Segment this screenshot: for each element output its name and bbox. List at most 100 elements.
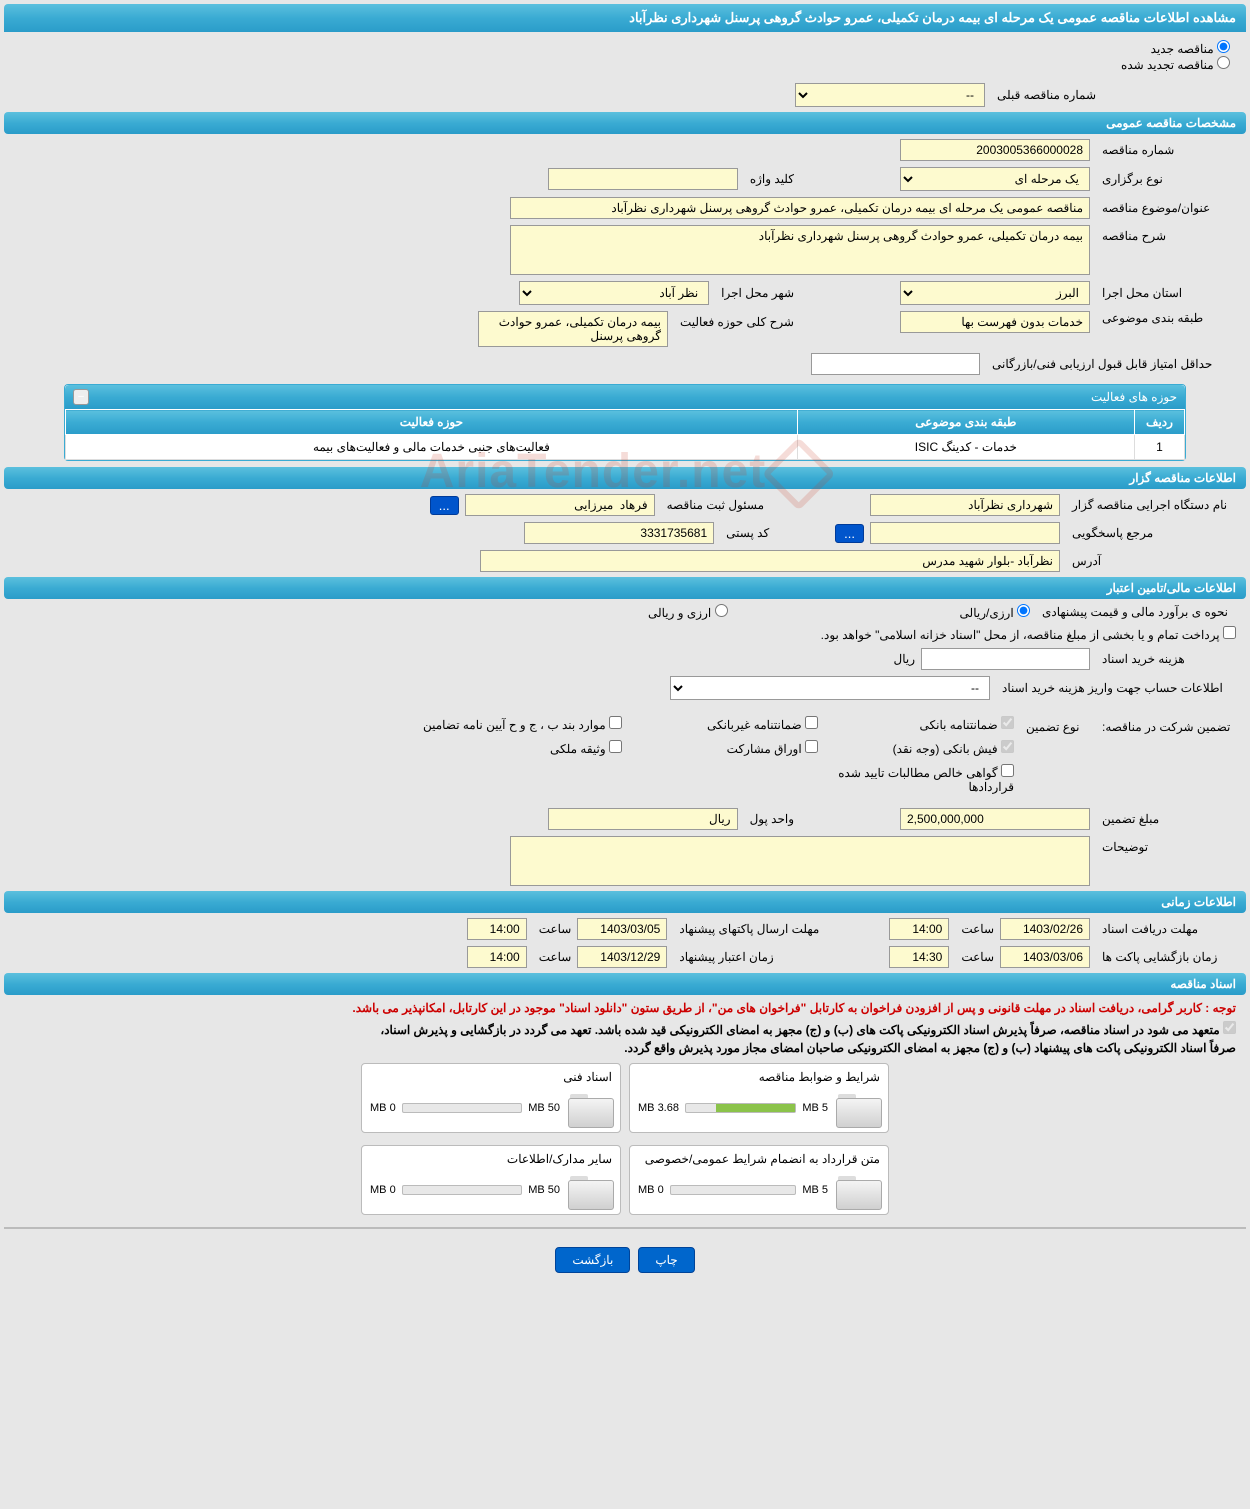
send-date-input[interactable] bbox=[577, 918, 667, 940]
radio-renewed-label: مناقصه تجدید شده bbox=[1121, 58, 1214, 72]
back-button[interactable]: بازگشت bbox=[555, 1247, 630, 1273]
radio-new-tender[interactable]: مناقصه جدید bbox=[1151, 42, 1230, 56]
notice2: صرفاً اسناد الکترونیکی پاکت های پیشنهاد … bbox=[4, 1039, 1246, 1057]
city-select[interactable]: نظر آباد bbox=[519, 281, 709, 305]
min-score-label: حداقل امتیاز قابل قبول ارزیابی فنی/بازرگ… bbox=[986, 357, 1236, 371]
currency-input[interactable] bbox=[548, 808, 738, 830]
table-row: 1 خدمات - کدینگ ISIC فعالیت‌های جنبی خدم… bbox=[66, 435, 1185, 460]
address-input[interactable] bbox=[480, 550, 1060, 572]
guarantee-label: تضمین شرکت در مناقصه: bbox=[1096, 716, 1236, 734]
prev-tender-select[interactable]: -- bbox=[795, 83, 985, 107]
chk-regulation[interactable]: موارد بند ب ، ج و ح آیین نامه تضامین bbox=[412, 716, 622, 732]
cell-class: خدمات - کدینگ ISIC bbox=[797, 435, 1134, 460]
folder-icon[interactable] bbox=[836, 1172, 880, 1208]
contact-input[interactable] bbox=[870, 522, 1060, 544]
activity-desc-textarea[interactable]: بیمه درمان تکمیلی، عمرو حوادث گروهی پرسن… bbox=[478, 311, 668, 347]
notes-textarea[interactable] bbox=[510, 836, 1090, 886]
desc-label: شرح مناقصه bbox=[1096, 225, 1236, 243]
doc-used: 0 MB bbox=[370, 1184, 396, 1196]
doc-title: متن قرارداد به انضمام شرایط عمومی/خصوصی bbox=[638, 1152, 880, 1166]
receive-date-input[interactable] bbox=[1000, 918, 1090, 940]
doc-total: 50 MB bbox=[528, 1184, 560, 1196]
print-button[interactable]: چاپ bbox=[638, 1247, 694, 1273]
col-row: ردیف bbox=[1135, 410, 1185, 435]
chk-bank-guarantee[interactable]: ضمانتنامه بانکی bbox=[824, 716, 1014, 732]
chk-nonbank-guarantee[interactable]: ضمانتنامه غیربانکی bbox=[628, 716, 818, 732]
doc-total: 50 MB bbox=[528, 1102, 560, 1114]
open-label: زمان بازگشایی پاکت ها bbox=[1096, 950, 1236, 964]
account-label: اطلاعات حساب جهت واریز هزینه خرید اسناد bbox=[996, 681, 1236, 695]
prev-tender-label: شماره مناقصه قبلی bbox=[991, 88, 1096, 102]
subject-class-label: طبقه بندی موضوعی bbox=[1096, 311, 1236, 325]
send-label: مهلت ارسال پاکتهای پیشنهاد bbox=[673, 922, 823, 936]
reg-official-more-button[interactable]: ... bbox=[430, 496, 459, 515]
guarantee-amount-label: مبلغ تضمین bbox=[1096, 812, 1236, 826]
province-select[interactable]: البرز bbox=[900, 281, 1090, 305]
receive-time-input[interactable] bbox=[889, 918, 949, 940]
guarantee-amount-input[interactable] bbox=[900, 808, 1090, 830]
open-time-input[interactable] bbox=[889, 946, 949, 968]
progress-bar bbox=[402, 1103, 523, 1113]
doc-total: 5 MB bbox=[802, 1102, 828, 1114]
validity-label: زمان اعتبار پیشنهاد bbox=[673, 950, 823, 964]
chk-participation-bonds[interactable]: اوراق مشارکت bbox=[628, 740, 818, 756]
title-input[interactable] bbox=[510, 197, 1090, 219]
folder-icon[interactable] bbox=[836, 1090, 880, 1126]
radio-renewed-tender[interactable]: مناقصه تجدید شده bbox=[1121, 58, 1230, 72]
doc-card: متن قرارداد به انضمام شرایط عمومی/خصوصی … bbox=[629, 1145, 889, 1215]
section-general-header: مشخصات مناقصه عمومی bbox=[4, 112, 1246, 134]
type-select[interactable]: یک مرحله ای bbox=[900, 167, 1090, 191]
activity-panel-title: حوزه های فعالیت bbox=[1091, 390, 1177, 404]
chk-property[interactable]: وثیقه ملکی bbox=[412, 740, 622, 756]
doc-used: 0 MB bbox=[638, 1184, 664, 1196]
doc-card: اسناد فنی 50 MB 0 MB bbox=[361, 1063, 621, 1133]
subject-class-input[interactable] bbox=[900, 311, 1090, 333]
commitment-checkbox bbox=[1223, 1021, 1236, 1034]
section-organizer-header: اطلاعات مناقصه گزار bbox=[4, 467, 1246, 489]
cell-field: فعالیت‌های جنبی خدمات مالی و فعالیت‌های … bbox=[66, 435, 798, 460]
collapse-icon[interactable]: – bbox=[73, 389, 89, 405]
doc-title: شرایط و ضوابط مناقصه bbox=[638, 1070, 880, 1084]
rial-unit: ریال bbox=[893, 652, 915, 666]
treasury-checkbox[interactable]: پرداخت تمام و یا بخشی از مبلغ مناقصه، از… bbox=[821, 626, 1236, 642]
page-title: مشاهده اطلاعات مناقصه عمومی یک مرحله ای … bbox=[4, 4, 1246, 32]
time-label-3: ساعت bbox=[955, 950, 994, 964]
activity-panel: حوزه های فعالیت – ردیف طبقه بندی موضوعی … bbox=[64, 384, 1186, 461]
contact-label: مرجع پاسخگویی bbox=[1066, 526, 1236, 540]
postal-input[interactable] bbox=[524, 522, 714, 544]
validity-time-input[interactable] bbox=[467, 946, 527, 968]
doc-card: سایر مدارک/اطلاعات 50 MB 0 MB bbox=[361, 1145, 621, 1215]
progress-bar bbox=[402, 1185, 523, 1195]
activity-table: ردیف طبقه بندی موضوعی حوزه فعالیت 1 خدما… bbox=[65, 409, 1185, 460]
receive-label: مهلت دریافت اسناد bbox=[1096, 922, 1236, 936]
exec-label: نام دستگاه اجرایی مناقصه گزار bbox=[1066, 498, 1236, 512]
doc-used: 0 MB bbox=[370, 1102, 396, 1114]
exec-input[interactable] bbox=[870, 494, 1060, 516]
keyword-input[interactable] bbox=[548, 168, 738, 190]
doc-title: اسناد فنی bbox=[370, 1070, 612, 1084]
title-label: عنوان/موضوع مناقصه bbox=[1096, 201, 1236, 215]
desc-textarea[interactable]: بیمه درمان تکمیلی، عمرو حوادث گروهی پرسن… bbox=[510, 225, 1090, 275]
postal-label: کد پستی bbox=[720, 526, 769, 540]
doc-card: شرایط و ضوابط مناقصه 5 MB 3.68 MB bbox=[629, 1063, 889, 1133]
activity-desc-label: شرح کلی حوزه فعالیت bbox=[674, 311, 794, 329]
section-financial-header: اطلاعات مالی/تامین اعتبار bbox=[4, 577, 1246, 599]
tender-no-input[interactable] bbox=[900, 139, 1090, 161]
account-select[interactable]: -- bbox=[670, 676, 990, 700]
chk-receivables[interactable]: گواهی خالص مطالبات تایید شده قراردادها bbox=[824, 764, 1014, 794]
doc-title: سایر مدارک/اطلاعات bbox=[370, 1152, 612, 1166]
reg-official-input[interactable] bbox=[465, 494, 655, 516]
folder-icon[interactable] bbox=[568, 1090, 612, 1126]
chk-bank-receipt[interactable]: فیش بانکی (وجه نقد) bbox=[824, 740, 1014, 756]
validity-date-input[interactable] bbox=[577, 946, 667, 968]
folder-icon[interactable] bbox=[568, 1172, 612, 1208]
doc-cost-input[interactable] bbox=[921, 648, 1090, 670]
contact-more-button[interactable]: ... bbox=[835, 524, 864, 543]
radio-rial[interactable]: ارزی/ریالی bbox=[960, 604, 1030, 620]
open-date-input[interactable] bbox=[1000, 946, 1090, 968]
send-time-input[interactable] bbox=[467, 918, 527, 940]
progress-bar bbox=[670, 1185, 797, 1195]
notice-red: توجه : کاربر گرامی، دریافت اسناد در مهلت… bbox=[4, 997, 1246, 1019]
radio-both[interactable]: ارزی و ریالی bbox=[648, 604, 728, 620]
min-score-input[interactable] bbox=[811, 353, 980, 375]
